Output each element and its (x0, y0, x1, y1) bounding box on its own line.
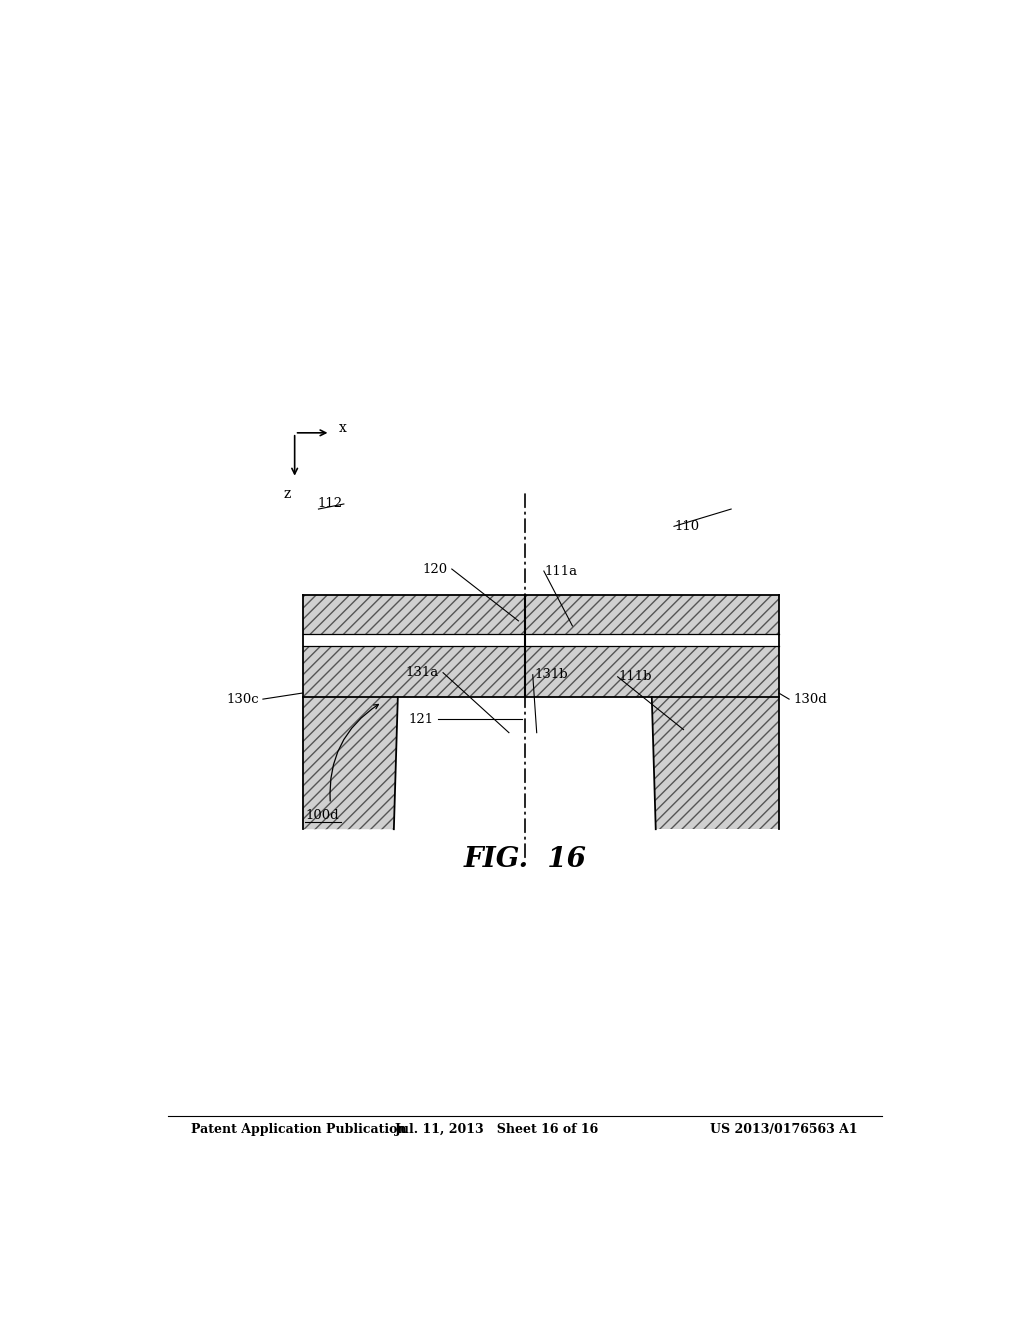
Text: 110: 110 (674, 520, 699, 533)
Text: 131b: 131b (535, 668, 568, 681)
Text: 112: 112 (317, 498, 342, 511)
Text: 130c: 130c (226, 693, 259, 706)
Text: Jul. 11, 2013   Sheet 16 of 16: Jul. 11, 2013 Sheet 16 of 16 (395, 1122, 599, 1135)
Text: 121: 121 (409, 713, 433, 726)
Text: FIG.  16: FIG. 16 (464, 846, 586, 874)
Text: 111b: 111b (618, 671, 652, 684)
Text: 120: 120 (423, 562, 447, 576)
Text: 131a: 131a (406, 667, 439, 680)
Bar (303, 634, 778, 647)
Bar (303, 647, 778, 697)
Text: 130d: 130d (793, 693, 826, 706)
Bar (303, 595, 778, 634)
Text: 100d: 100d (305, 809, 339, 822)
Polygon shape (652, 697, 778, 829)
Text: x: x (338, 421, 346, 434)
Text: Patent Application Publication: Patent Application Publication (191, 1122, 407, 1135)
Text: 111a: 111a (545, 565, 578, 578)
Text: US 2013/0176563 A1: US 2013/0176563 A1 (711, 1122, 858, 1135)
Polygon shape (303, 697, 397, 829)
Text: z: z (283, 487, 291, 500)
